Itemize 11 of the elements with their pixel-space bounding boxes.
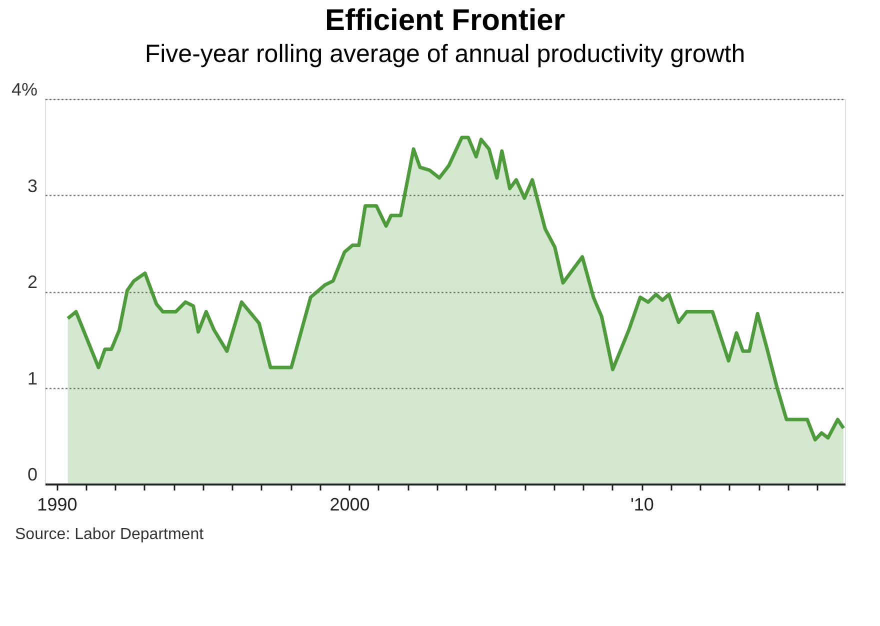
x-tick-label: 2000 xyxy=(330,494,370,514)
chart-subtitle: Five-year rolling average of annual productivity growth xyxy=(144,40,746,68)
y-tick-label: 3 xyxy=(27,176,38,196)
y-tick-label: 2 xyxy=(27,272,38,292)
y-tick-label: 4% xyxy=(11,80,38,100)
chart-title: Efficient Frontier xyxy=(324,4,566,37)
y-tick-label: 0 xyxy=(27,464,38,484)
source-note: Source: Labor Department xyxy=(15,526,204,543)
x-tick-label: 1990 xyxy=(37,494,78,514)
y-tick-label: 1 xyxy=(27,368,38,388)
x-tick-label: '10 xyxy=(630,494,654,514)
